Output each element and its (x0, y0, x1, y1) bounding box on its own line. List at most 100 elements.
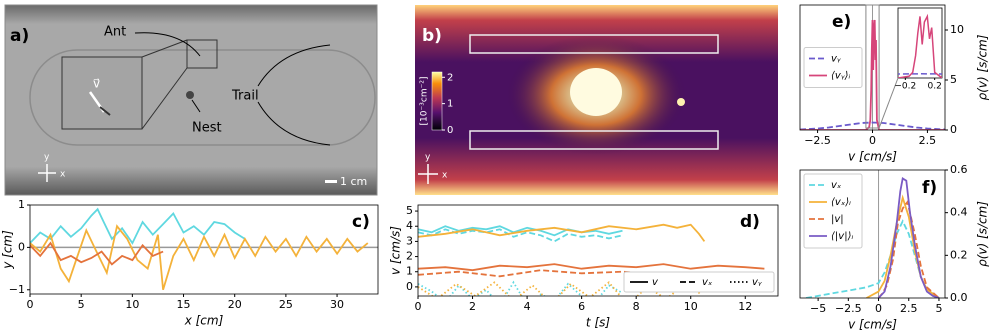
scale-bar (325, 180, 337, 183)
x-tick-label: 10 (684, 300, 698, 313)
x-tick-label: 2 (469, 300, 476, 313)
annotation: Ant (104, 25, 126, 40)
nest (186, 91, 194, 99)
zoom-line (141, 39, 188, 58)
y-tick-label: 1 (406, 265, 413, 278)
legend-label: vᵧ (831, 54, 841, 65)
data-line (30, 224, 369, 291)
y-tick-label: 0.4 (950, 206, 968, 219)
y-tick-label: 0.2 (950, 248, 968, 261)
axis-label: x (442, 171, 448, 181)
x-tick-label: 2.5 (919, 134, 937, 147)
series-group (800, 19, 945, 130)
y-tick-label: −1 (9, 283, 25, 296)
legend-label: |v| (831, 214, 844, 225)
colorbar-tick-label: 1 (447, 99, 453, 110)
legend-label: vᵧ (752, 277, 762, 288)
zoom-box (186, 39, 218, 69)
x-tick-label: 4 (524, 300, 531, 313)
x-tick-label: 15 (177, 298, 191, 311)
series-group (30, 207, 369, 291)
x-tick-label: 0 (27, 298, 34, 311)
panel-3: −2.5 0 2.5 0 5 10 v [cm/s] ρ(v) [s/cm] e) −0.2 0.2… (799, 4, 990, 164)
y-tick-label: 0 (18, 240, 25, 253)
y-tick-label: 0 (950, 123, 957, 136)
axis-label: x (60, 170, 66, 180)
colorbar-tick-label: 0 (447, 125, 453, 136)
inset-line (898, 13, 942, 78)
data-line (30, 241, 164, 266)
plot-frame (29, 204, 379, 295)
y-tick-label: 0.6 (950, 163, 968, 176)
inset-tick-label: 0.2 (928, 82, 942, 92)
y-tick-label: 1 (18, 198, 25, 211)
legend-box (623, 271, 775, 293)
inset-tick-label: −0.2 (894, 82, 916, 92)
panel-label: e) (832, 12, 851, 32)
y-tick-label: 5 (950, 73, 957, 86)
zoom-line (878, 77, 899, 129)
panel-b: 0 1 2 [10⁻³cm⁻²] y x b) (415, 5, 778, 195)
x-tick-label: −2.5 (804, 134, 831, 147)
legend-label: v (652, 277, 659, 288)
heatmap-spot (677, 98, 685, 106)
data-line (418, 263, 765, 272)
y-tick-label: 4 (406, 219, 413, 232)
x-tick-label: 30 (330, 298, 344, 311)
x-axis-label: t [s] (586, 316, 610, 330)
axis-label: y (44, 153, 50, 163)
y-tick-label: 2 (406, 250, 413, 263)
legend-box (803, 173, 863, 249)
x-tick-label: −5 (810, 302, 826, 315)
data-line (30, 207, 246, 245)
arrow (134, 32, 201, 57)
legend-label: vₓ (831, 180, 842, 191)
inset-series (898, 13, 942, 78)
y-axis-label: v [cm/s] (389, 226, 403, 275)
panel-label: a) (10, 26, 29, 46)
colorbar (431, 71, 443, 131)
x-tick-label: 20 (228, 298, 242, 311)
x-tick-label: 2.5 (900, 302, 918, 315)
region-box (469, 130, 719, 150)
trail-outline (29, 49, 376, 146)
x-tick-label: 0 (415, 300, 422, 313)
x-tick-label: 0 (875, 302, 882, 315)
x-tick-label: 0 (869, 134, 876, 147)
x-tick-label: 8 (633, 300, 640, 313)
data-line (418, 228, 623, 243)
legend-label: ⟨vᵧ⟩ᵢ (831, 71, 850, 82)
zoom-box (865, 4, 880, 129)
x-axis-label: v [cm/s] (848, 150, 897, 164)
colorbar-label: [10⁻³cm⁻²] (420, 77, 430, 126)
legend-box (803, 47, 863, 88)
panel-label: d) (740, 212, 760, 232)
plot-frame (799, 169, 946, 299)
x-tick-label: 12 (738, 300, 752, 313)
colorbar-tick-label: 2 (447, 72, 453, 83)
photo (4, 4, 378, 196)
x-tick-label: 6 (578, 300, 585, 313)
x-tick-label: 5 (78, 298, 85, 311)
y-axis-label: y [cm] (1, 230, 15, 270)
data-line (418, 281, 703, 296)
panel-label: f) (922, 178, 937, 198)
data-line (418, 223, 706, 242)
data-line (418, 269, 664, 278)
annotation: Nest (192, 121, 222, 136)
annotation: Trail (231, 89, 259, 104)
data-line (877, 177, 940, 298)
x-tick-label: 5 (935, 302, 942, 315)
x-axis-label: x [cm] (184, 314, 224, 328)
x-tick-label: 25 (279, 298, 293, 311)
region-box (469, 34, 719, 54)
arrow (257, 44, 331, 146)
data-line (805, 219, 940, 298)
plot-frame (417, 204, 779, 297)
y-tick-label: 10 (950, 23, 964, 36)
data-line (800, 121, 945, 130)
ant (99, 106, 111, 116)
y-axis-label: ρ(v) [s/cm] (976, 201, 990, 267)
